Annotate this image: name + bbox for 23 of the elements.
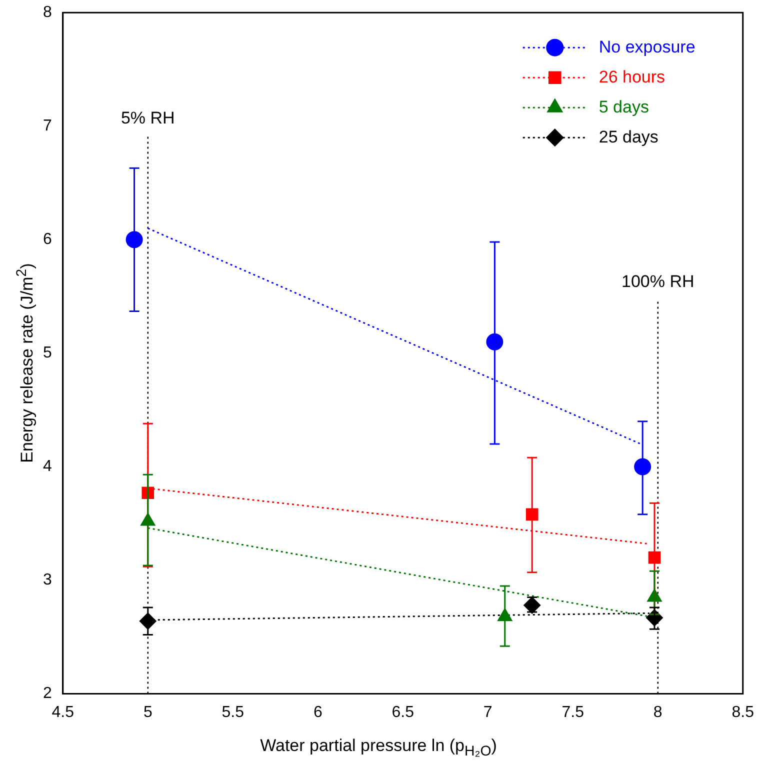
y-tick-label: 6 — [42, 231, 52, 248]
y-tick-label: 3 — [42, 572, 52, 589]
x-tick-label: 6 — [313, 704, 322, 721]
legend-label: 5 days — [598, 97, 649, 116]
y-tick-label: 2 — [42, 685, 52, 702]
ref-line-label: 5% RH — [120, 108, 175, 128]
x-tick-label: 8 — [653, 704, 662, 721]
y-tick-label: 5 — [42, 344, 52, 362]
x-tick-label: 5.5 — [222, 704, 244, 721]
x-tick-label: 6.5 — [392, 704, 414, 721]
x-tick-label: 4.5 — [52, 704, 74, 721]
legend-label: 26 hours — [598, 67, 666, 86]
x-axis-title: Water partial pressure ln (p$_{H₂O}$) — [259, 736, 498, 759]
y-tick-label: 4 — [42, 458, 52, 476]
y-tick-label: 8 — [42, 4, 52, 22]
ref-line-label: 100% RH — [622, 272, 694, 291]
legend-label: 25 days — [598, 127, 658, 146]
x-tick-label: 8.5 — [732, 704, 754, 721]
y-tick-label: 7 — [42, 118, 52, 135]
x-tick-label: 7 — [483, 704, 492, 721]
legend-label: No exposure — [598, 37, 696, 56]
x-tick-label: 5 — [143, 704, 152, 721]
x-tick-label: 7.5 — [562, 704, 584, 721]
